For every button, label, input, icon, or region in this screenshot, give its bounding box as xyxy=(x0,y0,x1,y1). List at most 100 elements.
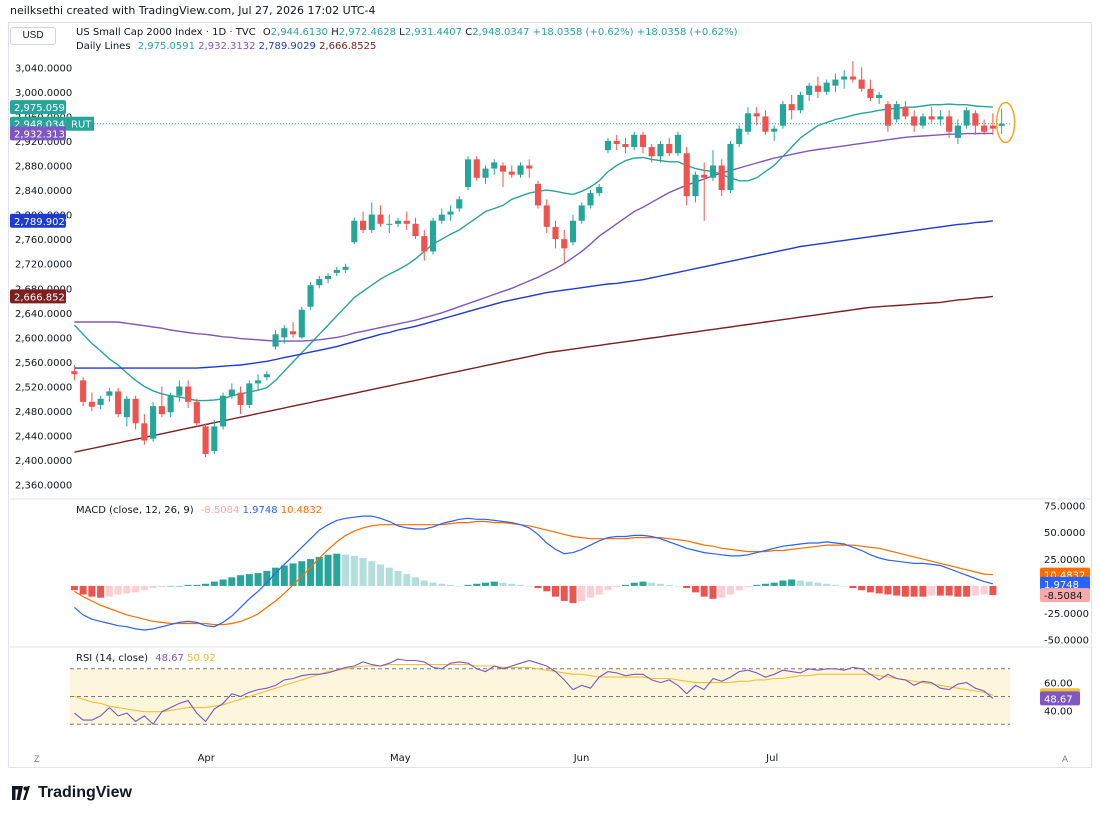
candle xyxy=(946,110,953,138)
candle-body xyxy=(972,113,979,126)
candle-body xyxy=(377,214,384,224)
candle xyxy=(359,211,367,234)
log-scale-toggle[interactable]: Z xyxy=(34,754,40,764)
candle-body xyxy=(736,128,743,145)
candle xyxy=(771,125,778,141)
candle-body xyxy=(447,211,454,215)
macd-histogram-bar xyxy=(971,585,979,596)
macd-histogram-bar xyxy=(586,585,594,598)
macd-histogram-bar xyxy=(954,585,962,597)
macd-histogram-bar xyxy=(840,585,848,587)
candle-body xyxy=(499,165,507,172)
candle-body xyxy=(298,309,305,338)
candle xyxy=(604,137,612,154)
candle-body xyxy=(97,398,104,405)
macd-histogram-bar xyxy=(543,585,551,592)
macd-histogram-bar xyxy=(674,585,682,587)
currency-button[interactable]: USD xyxy=(10,27,56,45)
brand-name: TradingView xyxy=(38,784,132,801)
candle xyxy=(578,202,585,224)
auto-scale-toggle[interactable]: A xyxy=(1062,754,1069,764)
rsi-tag-label: 48.67 xyxy=(1044,694,1073,705)
candle-body xyxy=(753,113,760,117)
candle xyxy=(403,211,410,230)
candle xyxy=(727,140,734,194)
candle xyxy=(666,137,673,157)
ma-legend-title: Daily Lines xyxy=(76,41,131,52)
macd-histogram-bar xyxy=(429,582,437,586)
candle xyxy=(963,107,970,129)
macd-histogram-bar xyxy=(525,585,533,587)
candle xyxy=(150,401,157,442)
moving-average-line xyxy=(74,132,993,342)
candle xyxy=(543,199,550,234)
macd-histogram-bar xyxy=(849,585,857,589)
candle-body xyxy=(202,426,209,455)
candle xyxy=(71,365,78,381)
rsi-title: RSI (14, close) xyxy=(76,653,149,664)
candle xyxy=(622,137,629,154)
macd-histogram-bar xyxy=(648,582,656,586)
candle-body xyxy=(272,334,279,347)
candle xyxy=(473,156,480,181)
macd-histogram-bar xyxy=(595,585,603,595)
price-axis-tick: 2,440.0000 xyxy=(15,432,72,443)
macd-tag-bg xyxy=(1040,576,1090,591)
candle-body xyxy=(832,79,839,86)
candle xyxy=(911,110,918,132)
candle-body xyxy=(167,395,174,413)
macd-histogram-bar xyxy=(473,583,481,586)
macd-histogram-bar xyxy=(377,564,385,586)
price-tag-label: 2,948.0347 xyxy=(14,120,71,131)
macd-histogram-bar xyxy=(263,570,271,586)
candle xyxy=(989,113,996,135)
price-axis-tick: 2,760.0000 xyxy=(15,235,72,246)
candle xyxy=(762,110,769,135)
candle-body xyxy=(963,110,970,126)
macd-histogram-bar xyxy=(272,567,280,586)
candle-body xyxy=(246,383,253,405)
macd-histogram-bar xyxy=(928,585,936,596)
rsi-ma-line xyxy=(74,664,994,713)
macd-histogram-bar xyxy=(796,580,804,586)
candle xyxy=(639,131,647,154)
macd-histogram-bar xyxy=(901,585,909,597)
moving-average-line xyxy=(73,103,993,402)
candle xyxy=(587,190,594,209)
candle xyxy=(674,131,682,157)
candle xyxy=(316,276,323,289)
macd-histogram-bar xyxy=(394,570,402,586)
candle xyxy=(981,119,988,135)
macd-legend-signal: 10.4832 xyxy=(280,505,323,516)
rsi-legend-ma: 50.92 xyxy=(187,653,216,664)
macd-histogram-bar xyxy=(569,585,577,604)
candle xyxy=(246,380,253,408)
price-tag-label: 2,975.0591 xyxy=(14,103,71,114)
moving-average-line xyxy=(74,220,993,369)
candle xyxy=(561,229,568,264)
ma-legend-value-4: 2,666.8525 xyxy=(319,41,377,52)
candle xyxy=(228,383,235,399)
macd-histogram-bar xyxy=(656,583,664,586)
candle xyxy=(123,395,130,427)
macd-histogram-bar xyxy=(744,585,752,587)
change-value-2: +18.0358 (+0.62%) xyxy=(636,27,738,38)
macd-histogram-bar xyxy=(735,585,743,591)
macd-histogram-bar xyxy=(350,555,358,586)
candle xyxy=(972,110,979,135)
macd-histogram-bar xyxy=(342,554,350,586)
candle-body xyxy=(88,401,95,407)
macd-histogram-bar xyxy=(726,585,734,595)
time-axis-tick: Apr xyxy=(198,753,216,764)
macd-axis-tick: 25.0000 xyxy=(1044,555,1085,566)
candle xyxy=(307,282,314,310)
macd-histogram-bar xyxy=(831,584,839,586)
candle-body xyxy=(569,220,577,243)
candle-body xyxy=(281,328,288,338)
candle-body xyxy=(552,226,559,240)
candle xyxy=(185,380,192,408)
macd-histogram-bar xyxy=(123,585,131,594)
macd-histogram-bar xyxy=(359,558,367,586)
candle-body xyxy=(115,391,122,415)
